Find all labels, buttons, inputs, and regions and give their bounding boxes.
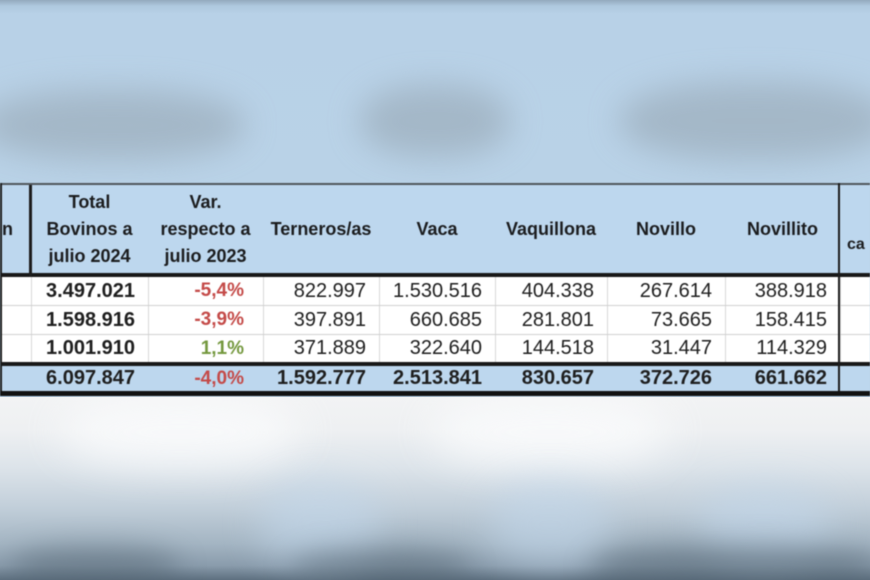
cell-novillo: 73.665	[607, 306, 725, 334]
table-right-border	[838, 183, 840, 391]
header-bottom-border	[0, 273, 870, 277]
blurred-background-bottom	[0, 397, 870, 580]
cell-vaquillona: 404.338	[495, 277, 607, 305]
table-left-border	[0, 183, 2, 391]
cell-novillo: 372.726	[639, 367, 712, 389]
table-row: 1.001.910 1,1% 371.889 322.640 144.518 3…	[0, 335, 870, 362]
blurred-blob	[0, 90, 245, 160]
cell-novillo: 267.614	[607, 277, 725, 305]
table-top-border	[0, 183, 870, 185]
blurred-blob	[590, 545, 870, 580]
blurred-blob	[290, 549, 470, 580]
blurred-blob	[490, 482, 610, 567]
col-header-novillo: Novillo	[635, 218, 696, 239]
col-header-vaquillona: Vaquillona	[505, 218, 597, 239]
cell-terneros: 371.889	[263, 335, 379, 362]
cell-vaca: 2.513.841	[393, 367, 482, 389]
cell-terneros: 1.592.777	[277, 367, 366, 389]
table-header-row: n Total Bovinos a julio 2024 Var. respec…	[0, 185, 870, 273]
table-row: 3.497.021 -5,4% 822.997 1.530.516 404.33…	[0, 277, 870, 306]
label-column-border	[29, 185, 32, 277]
cell-variation: -4,0%	[194, 367, 244, 389]
bovine-stock-table: n Total Bovinos a julio 2024 Var. respec…	[0, 183, 870, 396]
cell-variation: -5,4%	[148, 277, 263, 305]
cell-total: 3.497.021	[31, 277, 148, 305]
cell-novillito: 158.415	[725, 306, 840, 334]
blurred-blob	[60, 397, 300, 467]
col-header-total-bovinos: Total Bovinos a julio 2024	[46, 191, 133, 266]
cell-novillo: 31.447	[607, 335, 725, 362]
cell-vaquillona: 830.657	[521, 367, 594, 389]
blurred-blob	[10, 547, 180, 580]
table-bottom-border	[0, 391, 870, 396]
table-totals-row: 6.097.847 -4,0% 1.592.777 2.513.841 830.…	[0, 366, 870, 391]
cell-right-empty	[840, 366, 870, 391]
cell-vaca: 322.640	[379, 335, 495, 362]
cell-vaquillona: 281.801	[495, 306, 607, 334]
col-header-novillito: Novillito	[747, 218, 818, 239]
blurred-blob	[430, 397, 670, 467]
cell-total: 1.001.910	[31, 335, 148, 362]
blurred-background-top	[0, 0, 870, 186]
totals-top-border	[0, 362, 870, 366]
cell-vaca: 660.685	[379, 306, 495, 334]
cell-terneros: 397.891	[263, 306, 379, 334]
cell-total: 1.598.916	[31, 306, 148, 334]
col-header-right-fragment: ca	[847, 235, 865, 253]
col-header-terneros: Terneros/as	[270, 218, 372, 239]
cell-novillito: 114.329	[725, 335, 840, 362]
col-header-left-fragment: n	[2, 218, 13, 239]
cell-label-empty	[0, 366, 31, 391]
cell-right-empty	[840, 306, 870, 334]
cell-variation: 1,1%	[148, 335, 263, 362]
blurred-blob	[360, 85, 510, 157]
cell-total: 6.097.847	[46, 367, 135, 389]
cell-label-empty	[0, 335, 31, 362]
col-header-vaca: Vaca	[416, 218, 458, 239]
col-header-variation: Var. respecto a julio 2023	[160, 191, 251, 266]
cell-right-empty	[840, 335, 870, 362]
cell-vaca: 1.530.516	[379, 277, 495, 305]
blurred-blob	[620, 82, 870, 160]
cell-label-empty	[0, 306, 31, 334]
cell-vaquillona: 144.518	[495, 335, 607, 362]
cell-right-empty	[840, 277, 870, 305]
table-row: 1.598.916 -3,9% 397.891 660.685 281.801 …	[0, 306, 870, 335]
cell-novillito: 661.662	[754, 367, 827, 389]
cell-variation: -3,9%	[148, 306, 263, 334]
cell-label-empty	[0, 277, 31, 305]
cell-novillito: 388.918	[725, 277, 840, 305]
cell-terneros: 822.997	[263, 277, 379, 305]
